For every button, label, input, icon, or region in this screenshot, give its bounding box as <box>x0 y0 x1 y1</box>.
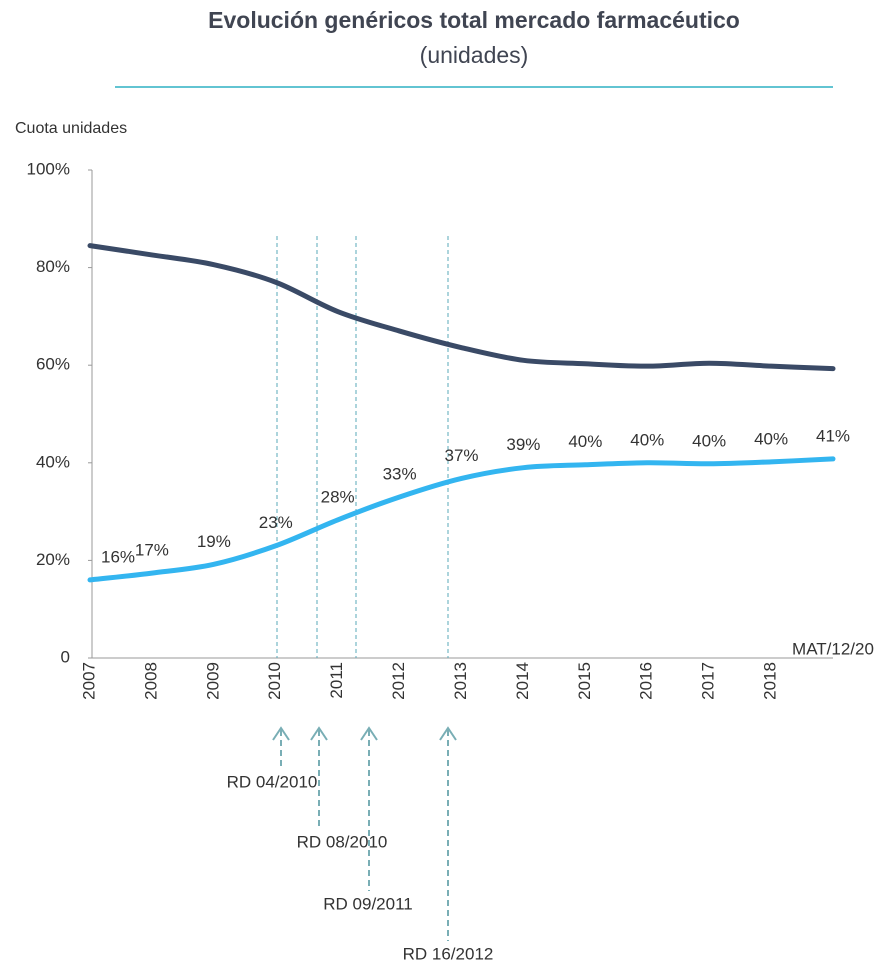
chart-subtitle: (unidades) <box>420 42 529 68</box>
chart-title: Evolución genéricos total mercado farmac… <box>208 7 740 33</box>
x-tick-label: 2012 <box>389 662 408 700</box>
x-tick-label: 2009 <box>203 662 222 700</box>
data-label: 41% <box>816 426 850 445</box>
data-label: 33% <box>383 464 417 483</box>
event-arrow <box>360 726 378 741</box>
data-label: 40% <box>630 430 664 449</box>
data-label: 40% <box>692 431 726 450</box>
x-tick-label: 2014 <box>513 662 532 700</box>
y-tick-label: 100% <box>27 159 70 178</box>
y-tick-label: 60% <box>36 355 70 374</box>
series-line <box>87 243 836 372</box>
y-tick-label: 80% <box>36 257 70 276</box>
event-label: RD 09/2011 <box>323 894 412 913</box>
x-tick-label: 2013 <box>451 662 470 700</box>
event-label: RD 16/2012 <box>403 944 494 963</box>
data-label: 39% <box>506 435 540 454</box>
event-label: RD 08/2010 <box>297 832 388 851</box>
x-tick-label: MAT/12/20 <box>792 639 874 658</box>
data-label: 37% <box>444 446 478 465</box>
series-line <box>87 456 836 583</box>
x-tick-label: 2018 <box>761 662 780 700</box>
x-tick-label: 2007 <box>79 662 98 700</box>
event-arrow <box>310 726 328 741</box>
data-label: 23% <box>259 513 293 532</box>
y-axis-label: Cuota unidades <box>15 120 127 137</box>
x-tick-label: 2015 <box>575 662 594 700</box>
y-tick-label: 20% <box>36 550 70 569</box>
event-label: RD 04/2010 <box>227 772 318 791</box>
y-tick-label: 0 <box>61 647 70 666</box>
data-label: 40% <box>754 429 788 448</box>
data-label: 16% <box>101 547 135 566</box>
data-label: 19% <box>197 532 231 551</box>
x-tick-label: 2010 <box>265 662 284 700</box>
event-arrow <box>272 726 290 741</box>
data-label: 28% <box>321 487 355 506</box>
data-label: 40% <box>568 432 602 451</box>
y-tick-label: 40% <box>36 452 70 471</box>
x-tick-label: 2008 <box>141 662 160 700</box>
event-arrow <box>439 726 457 741</box>
x-tick-label: 2011 <box>327 662 346 699</box>
data-label: 17% <box>135 541 169 560</box>
x-tick-label: 2016 <box>637 662 656 700</box>
x-tick-label: 2017 <box>699 662 718 700</box>
